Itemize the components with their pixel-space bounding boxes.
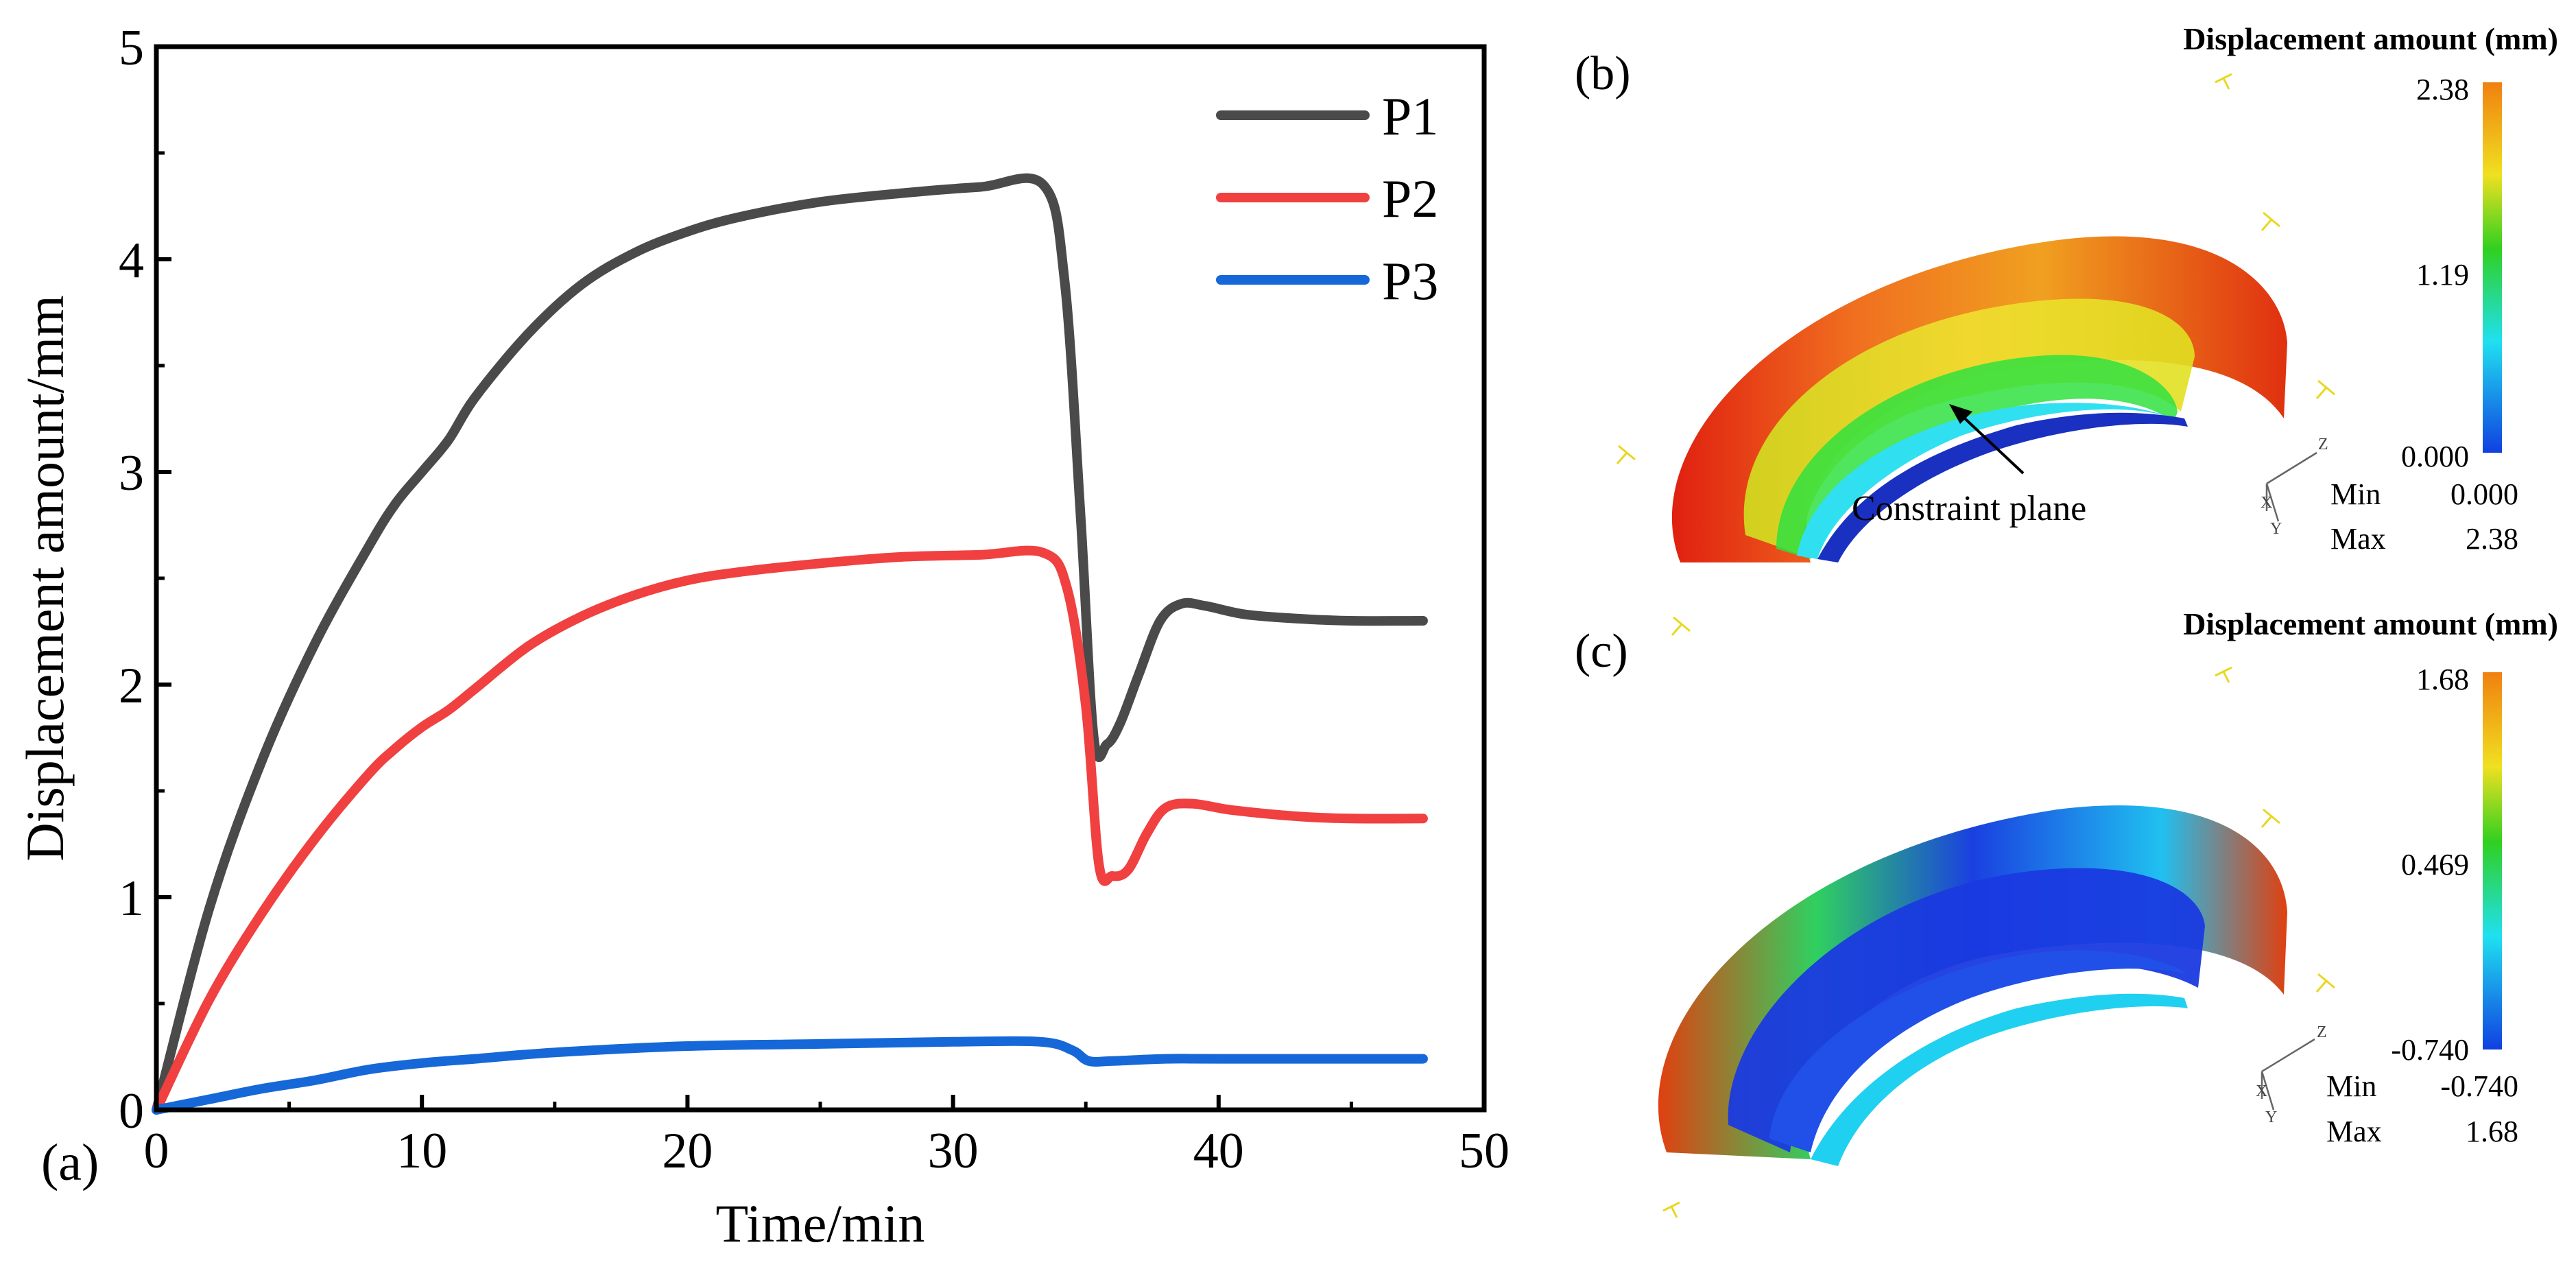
- boundary-markers-b: [1616, 73, 2335, 636]
- ring-model-c: [1658, 805, 2287, 1166]
- max-label-b: Max: [2330, 522, 2386, 556]
- min-value-b: 0.000: [2450, 477, 2518, 511]
- axis-z-c: Z: [2317, 1023, 2327, 1041]
- axis-triad-c: [2261, 1038, 2315, 1111]
- y-tick-label: 0: [119, 1083, 144, 1139]
- ring-model-b: [1671, 236, 2287, 562]
- axis-y-c: Y: [2265, 1108, 2277, 1126]
- series-line-p1: [152, 173, 1428, 1115]
- colorbar-min-b: 0.000: [2401, 440, 2469, 473]
- colorbar-mid-c: 0.469: [2401, 848, 2469, 881]
- y-tick-label: 5: [119, 20, 144, 76]
- panel-label-b: (b): [1575, 47, 1631, 100]
- colorbar-title-b: Displacement amount (mm): [2183, 21, 2558, 56]
- y-tick-label: 3: [119, 445, 144, 501]
- axis-triad-b: [2265, 451, 2317, 522]
- x-tick-label: 20: [662, 1123, 713, 1179]
- chart-series: [152, 173, 1428, 1115]
- legend-label-p1: P1: [1382, 86, 1438, 146]
- axis-y-b: Y: [2270, 520, 2282, 538]
- min-label-b: Min: [2330, 477, 2381, 511]
- colorbar-b: [2483, 82, 2502, 453]
- legend-label-p3: P3: [1382, 251, 1438, 311]
- max-label-c: Max: [2326, 1115, 2382, 1148]
- series-line-p2: [152, 545, 1428, 1115]
- x-tick-labels: 0 10 20 30 40 50: [144, 1123, 1510, 1179]
- axis-z-b: Z: [2318, 436, 2328, 453]
- x-tick-label: 30: [928, 1123, 979, 1179]
- x-tick-label: 0: [144, 1123, 169, 1179]
- axis-x-c: X: [2256, 1082, 2267, 1100]
- series-line-p3: [152, 1036, 1428, 1115]
- plot-frame: [154, 44, 1487, 1113]
- panel-c: (c) Displacement amount (mm) 1.68 0.469 …: [1575, 606, 2558, 1218]
- colorbar-max-b: 2.38: [2416, 73, 2469, 106]
- y-tick-label: 2: [119, 658, 144, 714]
- y-axis-label: Displacement amount/mm: [15, 295, 75, 861]
- colorbar-c: [2483, 672, 2502, 1049]
- y-tick-label: 4: [119, 233, 144, 289]
- legend-label-p2: P2: [1382, 169, 1438, 228]
- boundary-markers-c: [1662, 666, 2335, 1218]
- colorbar-max-c: 1.68: [2416, 663, 2469, 696]
- arrowhead-icon: [1949, 404, 1972, 424]
- x-tick-label: 50: [1459, 1123, 1510, 1179]
- colorbar-min-c: -0.740: [2391, 1033, 2469, 1067]
- x-axis-label: Time/min: [716, 1194, 925, 1253]
- chart-legend: P1 P2 P3: [1216, 86, 1438, 311]
- max-value-b: 2.38: [2466, 522, 2518, 556]
- x-tick-label: 40: [1193, 1123, 1244, 1179]
- y-tick-label: 1: [119, 870, 144, 927]
- panel-b: (b) Displacement amount (mm) 2.38 1.19 0…: [1575, 21, 2558, 636]
- y-tick-labels: 0 1 2 3 4 5: [119, 20, 144, 1139]
- x-tick-label: 10: [396, 1123, 447, 1179]
- max-value-c: 1.68: [2466, 1115, 2518, 1148]
- annotation-arrow-b: [1955, 409, 2025, 475]
- annotation-constraint-plane: Constraint plane: [1852, 489, 2086, 528]
- colorbar-mid-b: 1.19: [2416, 258, 2469, 292]
- panel-label-c: (c): [1575, 625, 1628, 678]
- min-value-c: -0.740: [2440, 1069, 2518, 1103]
- line-chart: 0 1 2 3 4 5 0 10 20 30 40 50 Time/min Displacement…: [15, 20, 1510, 1253]
- panel-label-a: (a): [41, 1134, 99, 1191]
- axis-x-b: X: [2261, 494, 2272, 512]
- colorbar-title-c: Displacement amount (mm): [2183, 606, 2558, 641]
- min-label-c: Min: [2326, 1069, 2376, 1103]
